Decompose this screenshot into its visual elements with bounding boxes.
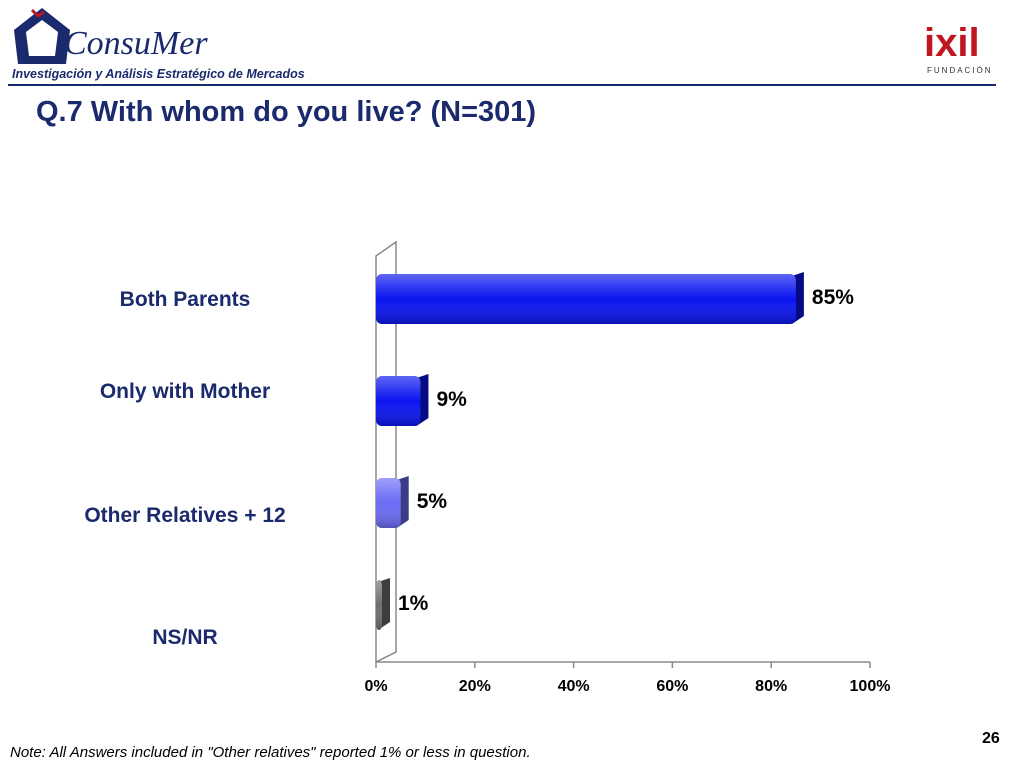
bar-gloss-0	[376, 274, 796, 324]
page-title: Q.7 With whom do you live? (N=301)	[36, 96, 537, 128]
x-tick-label-4: 80%	[755, 678, 787, 695]
bar-3	[376, 578, 390, 630]
bar-value-label-3: 1%	[398, 592, 429, 615]
category-label-ns-nr: NS/NR	[152, 626, 218, 649]
consumer-logo: ConsuMer Investigación y Análisis Estrat…	[12, 8, 305, 81]
x-tick-label-3: 60%	[656, 678, 688, 695]
svg-text:ixil: ixil	[924, 21, 980, 65]
bar-value-label-1: 9%	[436, 388, 467, 411]
category-label-other-relatives: Other Relatives + 12	[84, 504, 286, 527]
x-tick-label-0: 0%	[364, 678, 387, 695]
bar-1	[376, 374, 429, 426]
footnote: Note: All Answers included in "Other rel…	[10, 744, 531, 761]
category-label-only-mother: Only with Mother	[99, 380, 271, 403]
bar-0	[376, 272, 804, 324]
bar-gloss-2	[376, 478, 401, 528]
svg-text:ConsuMer: ConsuMer	[64, 25, 208, 62]
header-divider	[8, 84, 996, 86]
bar-value-label-2: 5%	[417, 490, 448, 513]
x-tick-label-1: 20%	[459, 678, 491, 695]
svg-text:FUNDACIÓN: FUNDACIÓN	[927, 66, 993, 75]
bar-gloss-1	[376, 376, 421, 426]
bar-value-label-0: 85%	[812, 286, 854, 309]
ixil-logo: ixil FUNDACIÓN	[924, 21, 993, 75]
bar-2	[376, 476, 409, 528]
page-number: 26	[982, 730, 1000, 747]
svg-text:Investigación y Análisis Estra: Investigación y Análisis Estratégico de …	[12, 67, 305, 81]
x-tick-label-2: 40%	[558, 678, 590, 695]
x-tick-label-5: 100%	[850, 678, 891, 695]
bar-gloss-3	[376, 580, 382, 630]
chart-back-wall	[375, 240, 397, 664]
category-label-both-parents: Both Parents	[119, 288, 251, 311]
